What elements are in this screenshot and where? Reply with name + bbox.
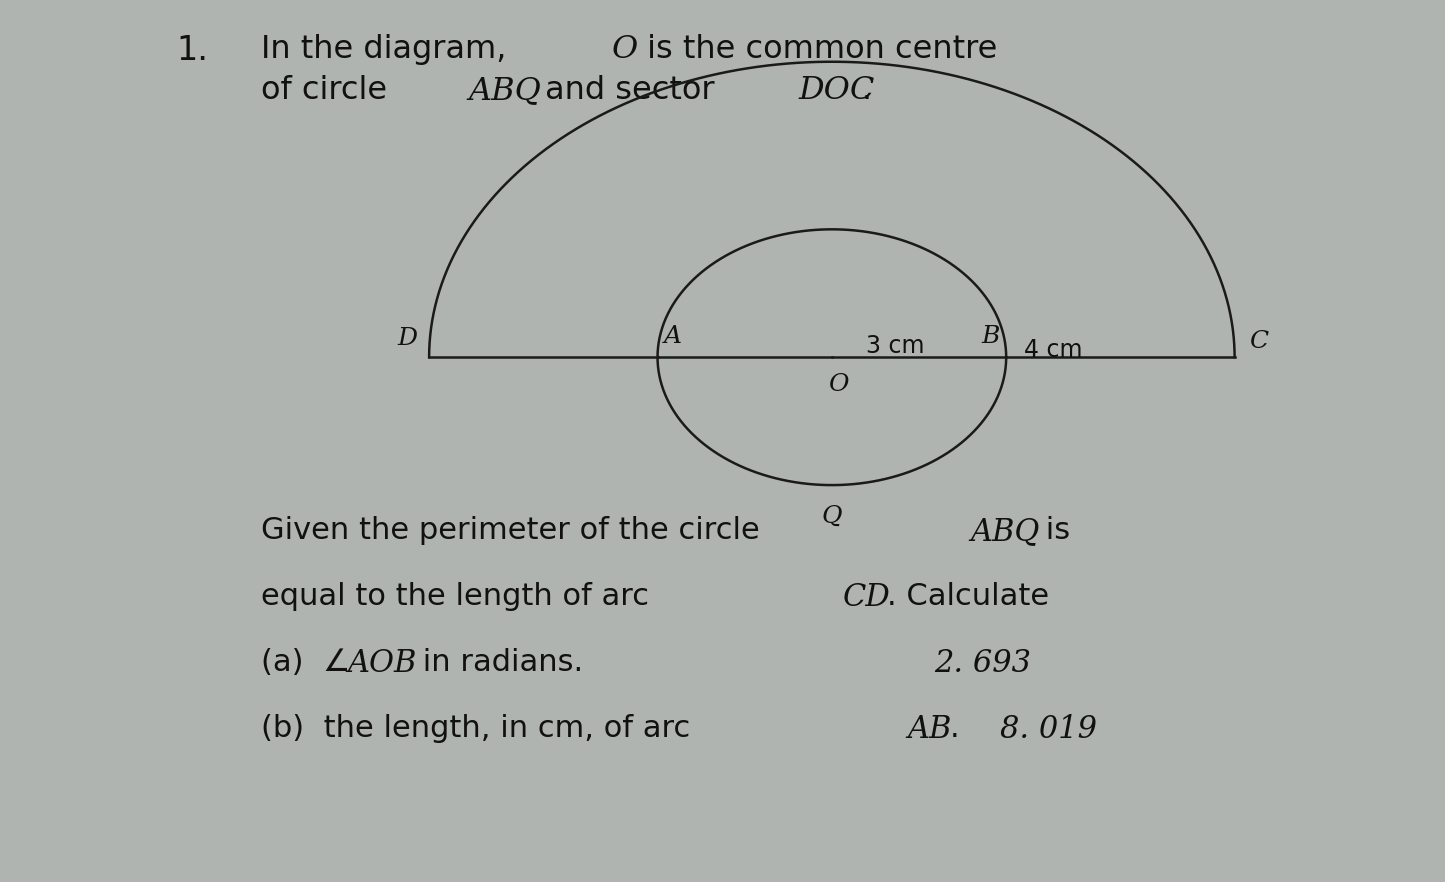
Text: A: A xyxy=(663,325,682,348)
Text: In the diagram,: In the diagram, xyxy=(260,34,516,64)
Text: .: . xyxy=(949,714,959,744)
Text: in radians.: in radians. xyxy=(413,648,584,677)
Text: Q: Q xyxy=(822,505,842,527)
Text: DOC: DOC xyxy=(798,75,874,106)
Text: of circle: of circle xyxy=(260,75,397,106)
Text: D: D xyxy=(397,327,418,350)
Text: .: . xyxy=(861,75,871,106)
Text: C: C xyxy=(1248,330,1269,353)
Text: 8. 019: 8. 019 xyxy=(1000,714,1097,745)
Text: is the common centre: is the common centre xyxy=(637,34,997,64)
Text: O: O xyxy=(828,373,848,396)
Text: Given the perimeter of the circle: Given the perimeter of the circle xyxy=(260,516,769,545)
Text: (a)  ∠: (a) ∠ xyxy=(260,648,350,677)
Text: ABQ: ABQ xyxy=(468,75,542,106)
Text: 3 cm: 3 cm xyxy=(866,333,923,358)
Text: . Calculate: . Calculate xyxy=(887,582,1049,611)
Text: AOB: AOB xyxy=(347,648,416,679)
Text: (b)  the length, in cm, of arc: (b) the length, in cm, of arc xyxy=(260,714,699,744)
Text: 2. 693: 2. 693 xyxy=(933,648,1032,679)
Text: B: B xyxy=(981,325,1000,348)
Text: equal to the length of arc: equal to the length of arc xyxy=(260,582,659,611)
Text: 4 cm: 4 cm xyxy=(1025,338,1082,363)
Text: O: O xyxy=(611,34,639,64)
Text: and sector: and sector xyxy=(535,75,724,106)
Text: CD: CD xyxy=(842,582,890,613)
Text: 1.: 1. xyxy=(176,34,208,66)
Text: AB: AB xyxy=(907,714,952,745)
Text: ABQ: ABQ xyxy=(970,516,1039,547)
Text: is: is xyxy=(1036,516,1071,545)
